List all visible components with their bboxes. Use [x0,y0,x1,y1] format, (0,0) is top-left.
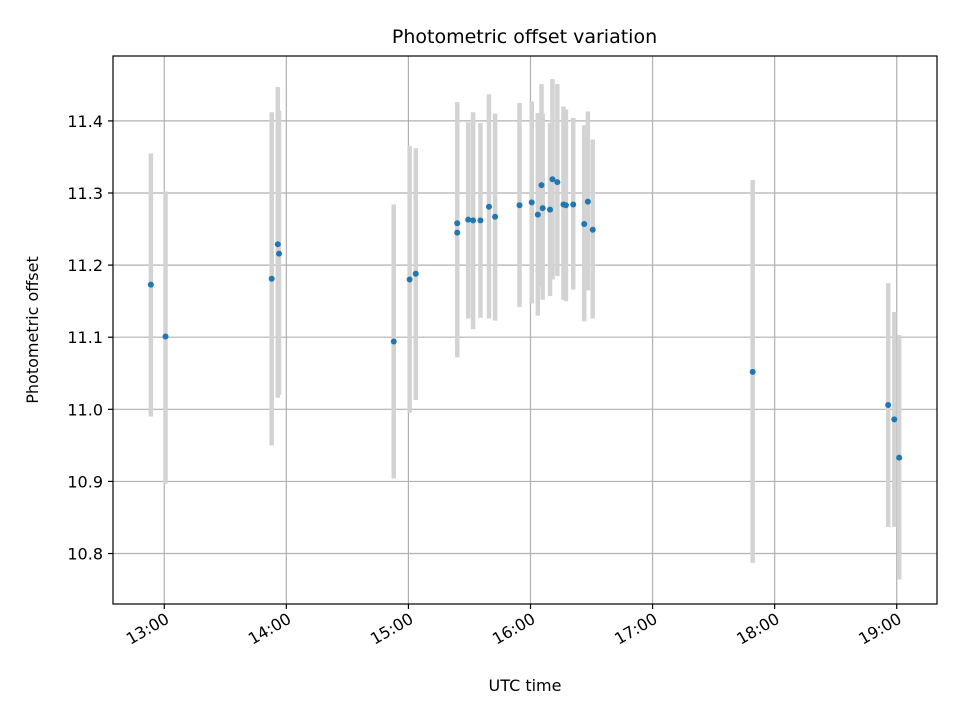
y-tick-label: 10.9 [67,472,103,491]
data-point [885,401,892,408]
y-tick-label: 10.8 [67,545,103,564]
grid-lines [113,56,937,604]
y-tick-label: 11.0 [67,400,103,419]
data-point [538,182,545,189]
data-point [562,202,569,209]
y-tick-label: 11.3 [67,184,103,203]
data-point [477,217,484,224]
data-point [891,416,898,423]
data-point [406,276,413,283]
data-point [539,205,546,212]
y-tick-label: 11.4 [67,112,103,131]
data-points [147,176,903,461]
data-point [276,250,283,257]
data-point [589,226,596,233]
y-tick-label: 11.1 [67,328,103,347]
data-point [454,229,461,236]
data-point [534,211,541,218]
data-point [454,220,461,227]
data-point [390,338,397,345]
y-axis-label: Photometric offset [23,256,42,404]
data-point [584,198,591,205]
data-point [485,203,492,210]
data-point [749,368,756,375]
data-point [492,213,499,220]
data-point [581,221,588,228]
data-point [896,454,903,461]
data-point [147,281,154,288]
data-point [516,202,523,209]
data-point [268,275,275,282]
y-axis-ticks: 10.8 10.9 11.0 11.1 11.2 11.3 11.4 [67,112,113,564]
plot-area-frame [112,55,938,605]
data-point [547,206,554,213]
data-point [274,241,281,248]
data-point [162,333,169,340]
x-axis-label: UTC time [489,676,562,695]
data-point [412,270,419,277]
data-point [549,176,556,183]
y-tick-label: 11.2 [67,256,103,275]
data-point [528,199,535,206]
data-point [554,179,561,186]
chart-title: Photometric offset variation [392,26,657,48]
data-point [570,201,577,208]
data-point [465,216,472,223]
data-point [470,217,477,224]
